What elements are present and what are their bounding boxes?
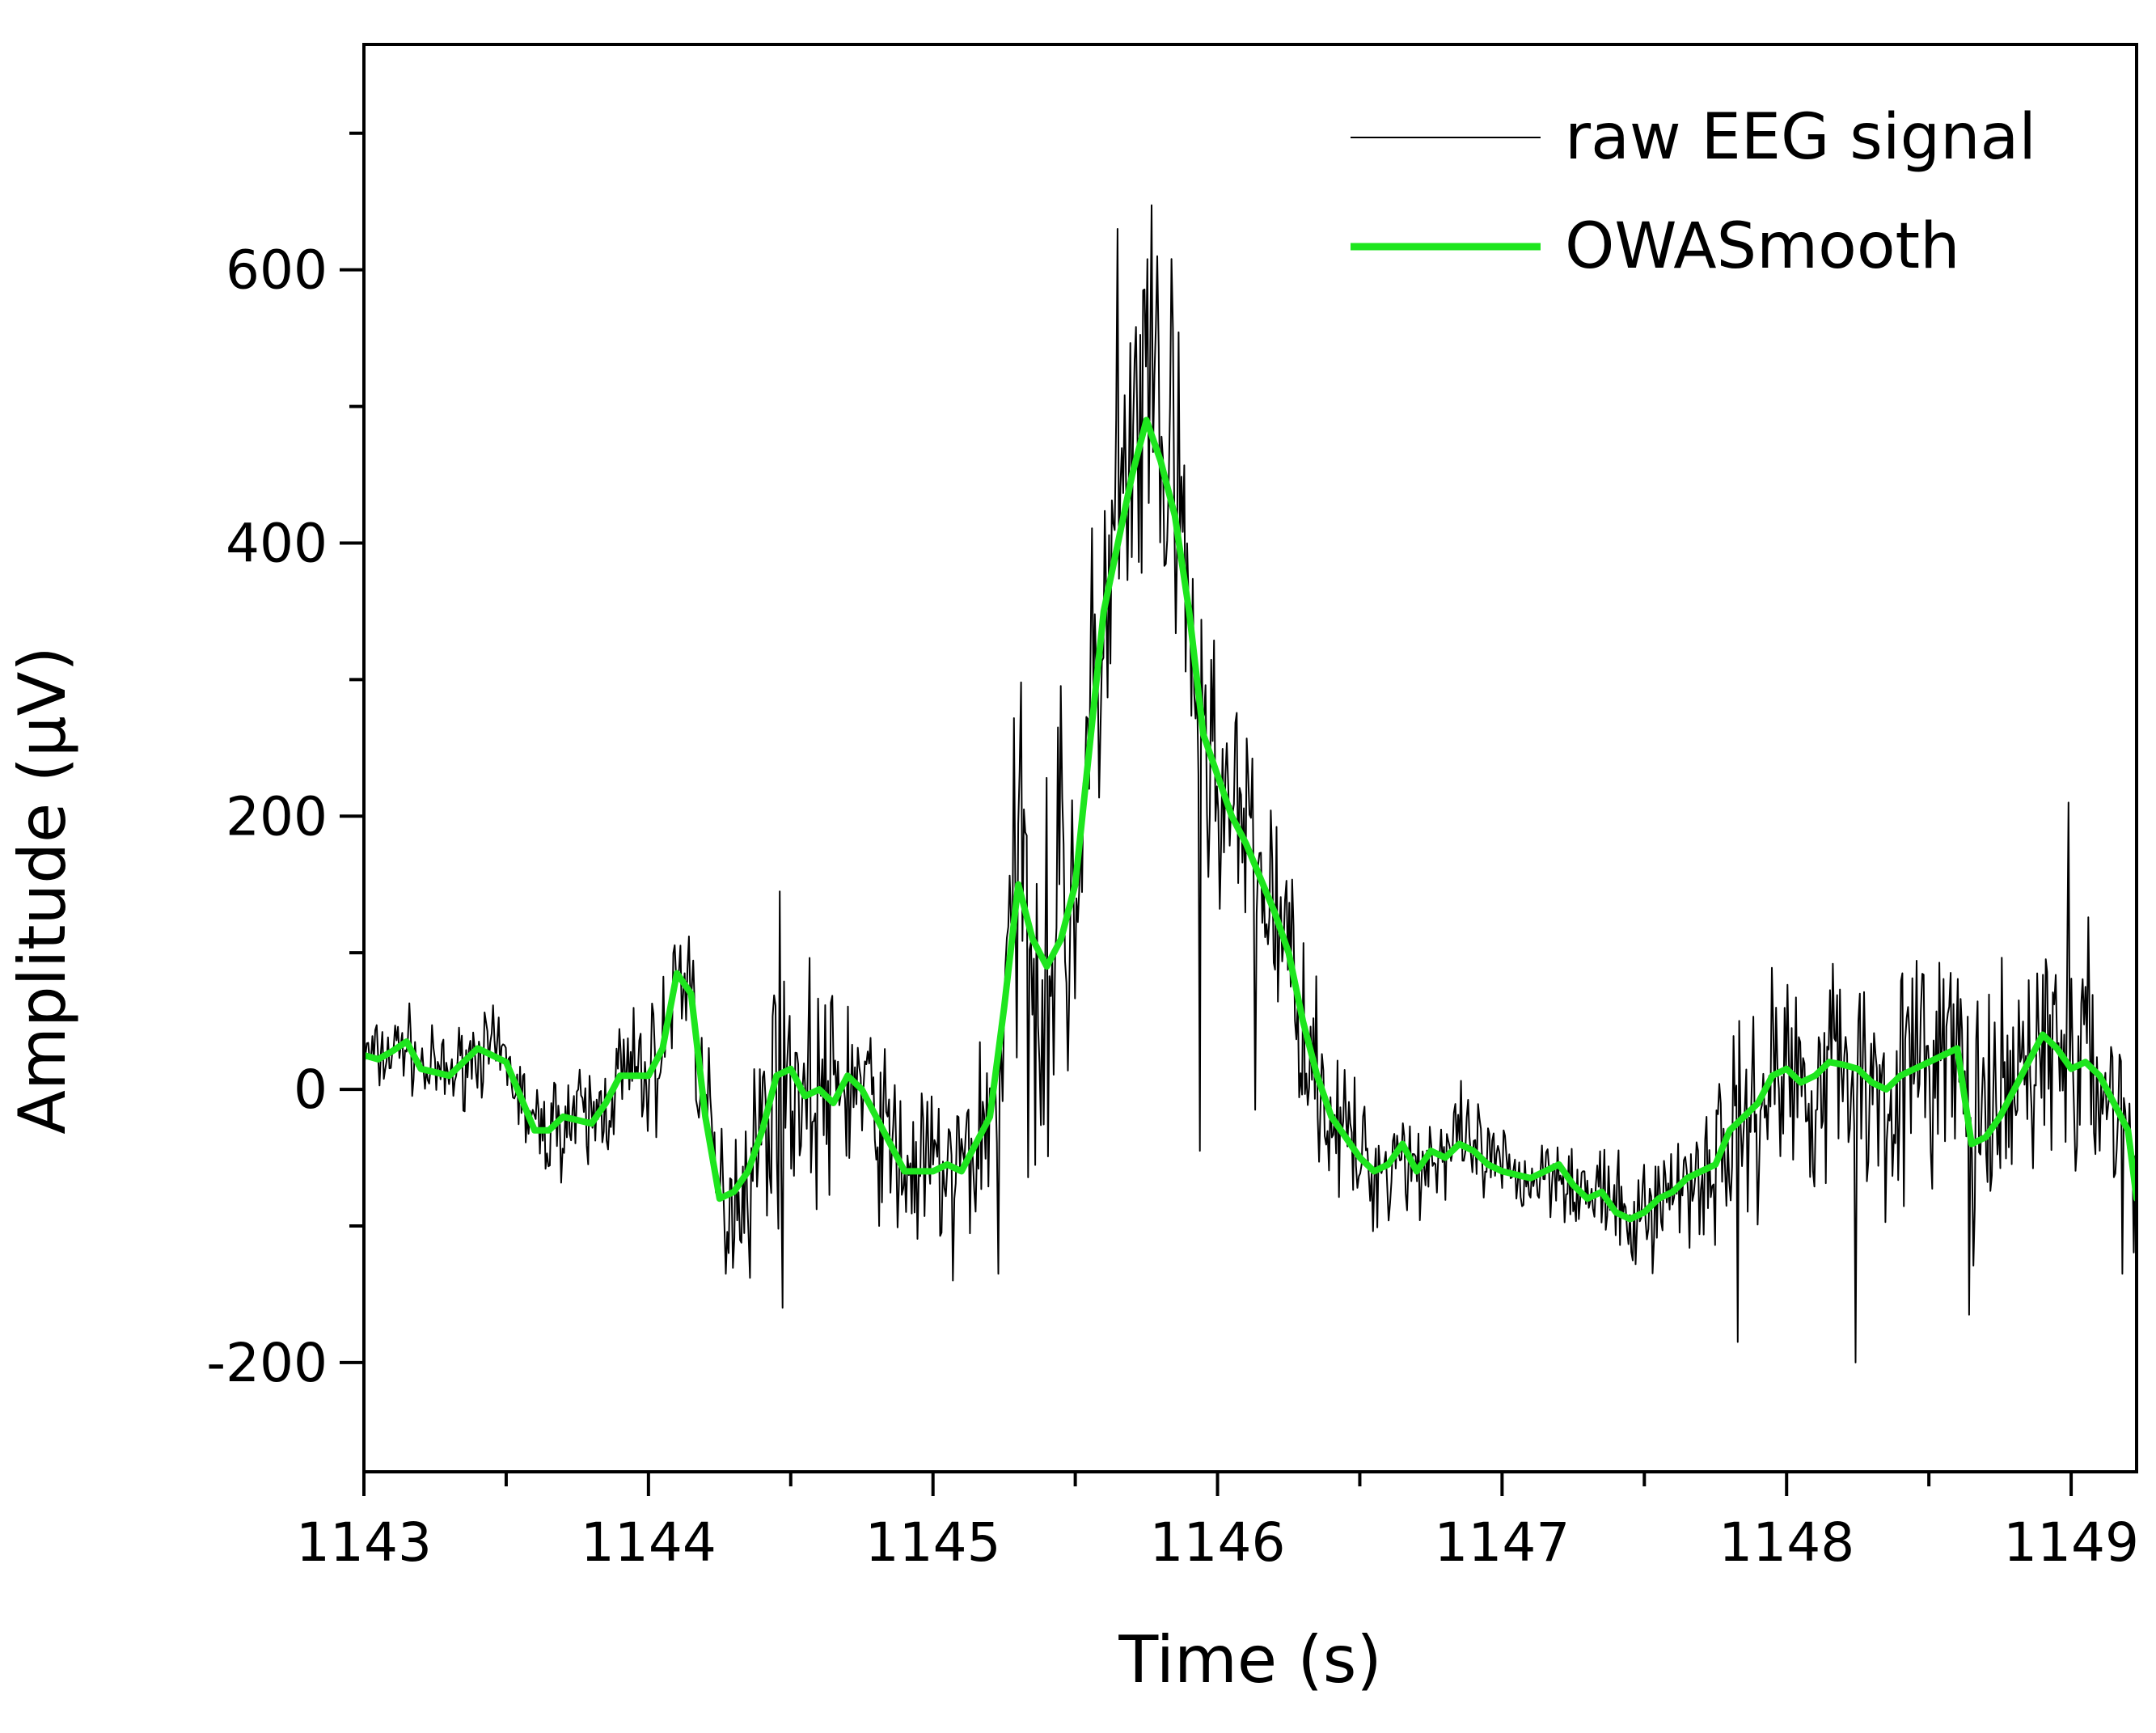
series-owasmooth — [364, 416, 2137, 1223]
series-raw-eeg-signal — [364, 204, 2137, 1363]
plot-area — [364, 204, 2137, 1363]
x-tick-label: 1144 — [581, 1511, 717, 1574]
x-tick-label: 1149 — [2003, 1511, 2139, 1574]
axis-ticks: 1143 1144 1145 1146 1147 1148 1149 -200 0 200 400 6… — [206, 131, 2139, 1574]
y-axis-title: Amplitude (μV) — [5, 646, 80, 1134]
y-tick-label: -200 — [206, 1332, 328, 1394]
legend: raw EEG signal OWASmooth — [1351, 101, 2036, 283]
legend-label-smooth: OWASmooth — [1565, 210, 1960, 283]
series-layer — [364, 204, 2137, 1363]
x-tick-label: 1147 — [1434, 1511, 1570, 1574]
x-tick-label: 1143 — [296, 1511, 432, 1574]
x-tick-label: 1145 — [865, 1511, 1001, 1574]
x-tick-label: 1146 — [1150, 1511, 1286, 1574]
legend-label-raw: raw EEG signal — [1565, 101, 2036, 174]
y-tick-label: 0 — [294, 1059, 328, 1121]
x-tick-label: 1148 — [1718, 1511, 1854, 1574]
y-tick-label: 600 — [226, 239, 328, 302]
y-tick-label: 400 — [226, 512, 328, 574]
y-tick-label: 200 — [226, 785, 328, 847]
plot-frame — [362, 43, 2138, 1473]
x-axis-title: Time (s) — [1118, 1622, 1381, 1697]
